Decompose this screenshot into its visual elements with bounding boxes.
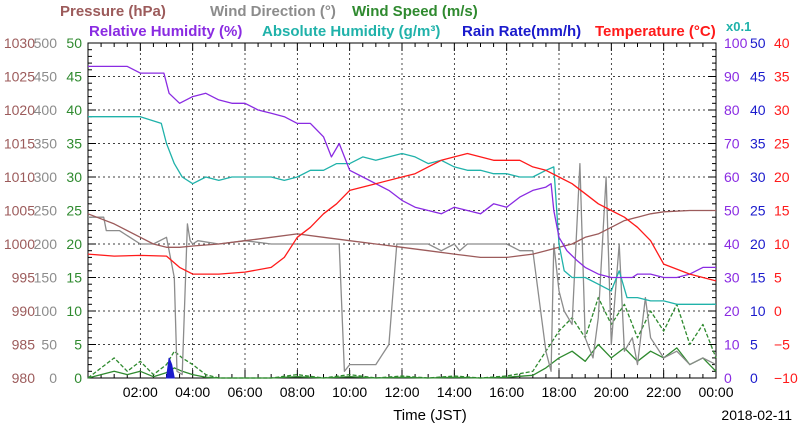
y-tick-label-rain-rate: 10 xyxy=(750,303,766,319)
scale-note: x0.1 xyxy=(726,19,751,34)
y-tick-label-wind-direction: 150 xyxy=(34,270,58,286)
y-tick-label-pressure: 1025 xyxy=(4,69,35,85)
y-tick-label-relative-humidity: 80 xyxy=(724,102,740,118)
series-temperature-c xyxy=(87,152,717,282)
y-tick-label-wind-direction: 300 xyxy=(34,169,58,185)
y-tick-label-wind-direction: 500 xyxy=(34,35,58,51)
y-tick-label-wind-speed: 5 xyxy=(74,337,82,353)
y-tick-label-rain-rate: 45 xyxy=(750,69,766,85)
y-tick-label-wind-speed: 40 xyxy=(66,102,82,118)
x-tick-label: 12:00 xyxy=(384,384,419,400)
y-tick-label-wind-direction: 0 xyxy=(49,370,57,386)
y-tick-label-wind-direction: 50 xyxy=(41,337,57,353)
x-tick-label: 02:00 xyxy=(123,384,158,400)
y-tick-label-wind-direction: 400 xyxy=(34,102,58,118)
y-tick-label-relative-humidity: 20 xyxy=(724,303,740,319)
y-tick-label-pressure: 1010 xyxy=(4,169,35,185)
x-tick-label: 18:00 xyxy=(541,384,576,400)
y-tick-label-relative-humidity: 30 xyxy=(724,270,740,286)
y-tick-label-temperature: −5 xyxy=(774,337,790,353)
y-tick-label-pressure: 1020 xyxy=(4,102,35,118)
y-tick-label-relative-humidity: 90 xyxy=(724,69,740,85)
y-tick-label-rain-rate: 5 xyxy=(750,337,758,353)
y-tick-label-rain-rate: 15 xyxy=(750,270,766,286)
y-tick-label-relative-humidity: 0 xyxy=(724,370,732,386)
y-tick-label-wind-speed: 10 xyxy=(66,303,82,319)
y-tick-label-relative-humidity: 50 xyxy=(724,203,740,219)
y-tick-label-temperature: 20 xyxy=(774,169,790,185)
y-tick-label-rain-rate: 0 xyxy=(750,370,758,386)
y-tick-label-wind-direction: 200 xyxy=(34,236,58,252)
y-tick-label-temperature: 10 xyxy=(774,236,790,252)
legend-item: Rain Rate(mm/h) xyxy=(462,23,581,40)
y-tick-label-relative-humidity: 100 xyxy=(724,35,748,51)
y-tick-label-pressure: 1000 xyxy=(4,236,35,252)
y-tick-label-wind-direction: 350 xyxy=(34,136,58,152)
y-tick-label-wind-speed: 45 xyxy=(66,69,82,85)
y-tick-label-wind-speed: 35 xyxy=(66,136,82,152)
legend-item: Pressure (hPa) xyxy=(60,3,166,20)
y-tick-label-relative-humidity: 70 xyxy=(724,136,740,152)
date-label: 2018-02-11 xyxy=(721,407,792,423)
series-rain-rate-mm-h xyxy=(165,357,175,379)
y-tick-label-rain-rate: 50 xyxy=(750,35,766,51)
x-tick-label: 00:00 xyxy=(698,384,733,400)
y-tick-label-temperature: 40 xyxy=(774,35,790,51)
y-tick-label-wind-direction: 100 xyxy=(34,303,58,319)
x-tick-label: 16:00 xyxy=(489,384,524,400)
y-tick-label-temperature: 25 xyxy=(774,136,790,152)
x-tick-label: 06:00 xyxy=(227,384,262,400)
legend-item: Absolute Humidity (g/m³) xyxy=(262,23,440,40)
y-tick-label-temperature: 30 xyxy=(774,102,790,118)
y-tick-label-wind-speed: 30 xyxy=(66,169,82,185)
y-tick-label-temperature: 0 xyxy=(774,303,782,319)
y-tick-label-pressure: 995 xyxy=(12,270,36,286)
y-tick-label-relative-humidity: 40 xyxy=(724,236,740,252)
x-axis-label: Time (JST) xyxy=(393,407,467,424)
y-tick-label-rain-rate: 20 xyxy=(750,236,766,252)
legend-item: Wind Speed (m/s) xyxy=(352,3,478,20)
y-tick-label-relative-humidity: 10 xyxy=(724,337,740,353)
x-tick-label: 20:00 xyxy=(594,384,629,400)
y-tick-label-rain-rate: 40 xyxy=(750,102,766,118)
x-tick-label: 22:00 xyxy=(646,384,681,400)
y-tick-label-temperature: 5 xyxy=(774,270,782,286)
x-tick-label: 04:00 xyxy=(175,384,210,400)
series-relative-humidity xyxy=(88,65,716,279)
x-tick-label: 10:00 xyxy=(332,384,367,400)
y-tick-label-temperature: −10 xyxy=(774,370,798,386)
y-tick-label-rain-rate: 35 xyxy=(750,136,766,152)
legend-item: Wind Direction (°) xyxy=(210,3,336,20)
y-tick-label-pressure: 980 xyxy=(12,370,36,386)
y-tick-label-pressure: 985 xyxy=(12,337,36,353)
y-tick-label-rain-rate: 25 xyxy=(750,203,766,219)
y-tick-label-pressure: 1005 xyxy=(4,203,35,219)
y-tick-label-wind-speed: 0 xyxy=(74,370,82,386)
x-tick-label: 14:00 xyxy=(437,384,472,400)
y-tick-label-wind-direction: 450 xyxy=(34,69,58,85)
y-tick-label-temperature: 15 xyxy=(774,203,790,219)
y-tick-label-wind-speed: 20 xyxy=(66,236,82,252)
y-tick-label-pressure: 1015 xyxy=(4,136,35,152)
legend-item: Temperature (°C) xyxy=(595,23,716,40)
y-tick-label-rain-rate: 30 xyxy=(750,169,766,185)
y-tick-label-wind-direction: 250 xyxy=(34,203,58,219)
series-pressure-hpa xyxy=(87,209,716,259)
y-tick-label-wind-speed: 25 xyxy=(66,203,82,219)
y-tick-label-wind-speed: 50 xyxy=(66,35,82,51)
y-tick-label-pressure: 1030 xyxy=(4,35,35,51)
y-tick-label-pressure: 990 xyxy=(12,303,36,319)
y-tick-label-wind-speed: 15 xyxy=(66,270,82,286)
y-tick-label-temperature: 35 xyxy=(774,69,790,85)
y-tick-label-relative-humidity: 60 xyxy=(724,169,740,185)
x-tick-label: 08:00 xyxy=(280,384,315,400)
series-wind-direction xyxy=(88,162,717,376)
legend-item: Relative Humidity (%) xyxy=(89,23,242,40)
